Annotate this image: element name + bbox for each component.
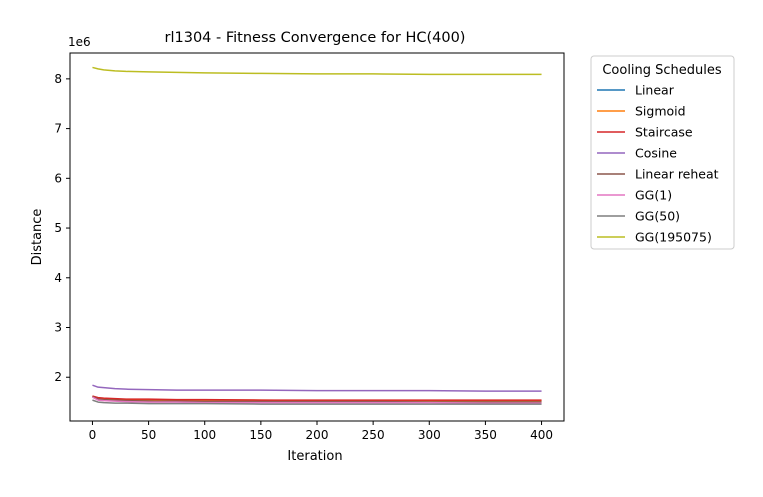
y-axis-label: Distance — [30, 209, 45, 266]
y-tick-label: 8 — [54, 72, 62, 86]
plot-lines — [92, 66, 542, 405]
y-axis-ticks: 2 3 4 5 6 7 8 — [54, 72, 70, 384]
legend-label: Linear — [635, 83, 675, 98]
legend-label: Sigmoid — [635, 104, 686, 119]
y-tick-label: 7 — [54, 122, 62, 136]
chart-title: rl1304 - Fitness Convergence for HC(400) — [165, 30, 466, 46]
x-tick-label: 200 — [306, 428, 329, 442]
y-tick-label: 2 — [54, 370, 62, 384]
legend-label: GG(50) — [635, 209, 680, 224]
series-line-gg-50 — [92, 399, 542, 405]
y-tick-label: 5 — [54, 221, 62, 235]
legend-label: Staircase — [635, 125, 693, 140]
legend-label: Linear reheat — [635, 167, 719, 182]
legend-box — [590, 55, 735, 250]
y-tick-label: 3 — [54, 321, 62, 335]
series-line-staircase — [92, 395, 542, 401]
legend-items: Linear Sigmoid Staircase Cosine Linear rehea… — [597, 83, 719, 245]
x-tick-label: 50 — [141, 428, 156, 442]
x-tick-label: 300 — [418, 428, 441, 442]
x-tick-label: 100 — [193, 428, 216, 442]
y-tick-label: 6 — [54, 171, 62, 185]
x-axis-ticks: 0 50 100 150 200 250 300 350 400 — [89, 421, 553, 442]
x-tick-label: 150 — [249, 428, 272, 442]
legend-title: Cooling Schedules — [602, 63, 722, 78]
series-line-cosine — [92, 384, 542, 392]
x-tick-label: 350 — [474, 428, 497, 442]
legend-label: GG(195075) — [635, 230, 712, 245]
legend-label: GG(1) — [635, 188, 672, 203]
x-axis-label: Iteration — [287, 449, 342, 464]
x-tick-label: 400 — [530, 428, 553, 442]
x-tick-label: 250 — [362, 428, 385, 442]
y-axis-offset-label: 1e6 — [68, 35, 91, 49]
legend-label: Cosine — [635, 146, 677, 161]
x-tick-label: 0 — [89, 428, 97, 442]
series-line-gg-1 — [92, 396, 542, 404]
plot-frame — [69, 52, 565, 422]
series-line-gg-195075 — [92, 66, 542, 76]
legend: Cooling Schedules Linear Sigmoid Staircase… — [590, 55, 735, 250]
y-tick-label: 4 — [54, 271, 62, 285]
